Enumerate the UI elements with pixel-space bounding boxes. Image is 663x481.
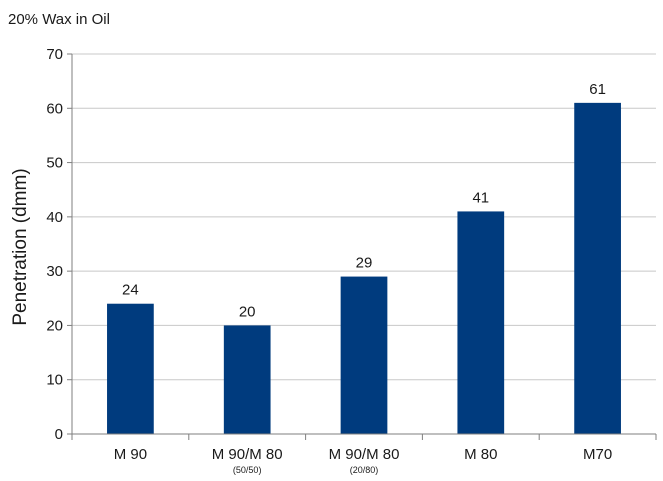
data-label: 61 (589, 81, 606, 98)
y-tick-label: 40 (46, 209, 63, 226)
chart-title: 20% Wax in Oil (8, 11, 110, 28)
x-category-label: M 80 (464, 446, 497, 463)
bar (107, 303, 154, 434)
y-tick-label: 50 (46, 155, 63, 172)
bar (340, 276, 388, 434)
x-category-sublabel: (20/80) (350, 465, 379, 475)
bar (574, 102, 621, 434)
data-label: 20 (239, 303, 256, 320)
data-label: 41 (472, 189, 489, 206)
y-axis-ticks: 0 10 20 30 40 50 60 70 (46, 46, 63, 443)
y-tick-label: 20 (46, 317, 63, 334)
axes (67, 53, 657, 440)
y-tick-label: 10 (46, 372, 63, 389)
y-tick-label: 30 (46, 263, 63, 280)
data-label: 24 (122, 282, 139, 299)
x-category-label: M 90/M 80 (329, 446, 400, 463)
x-category-sublabel: (50/50) (233, 465, 262, 475)
x-category-label: M 90/M 80 (212, 446, 283, 463)
y-axis-label: Penetration (dmm) (10, 168, 31, 325)
y-tick-label: 0 (55, 426, 63, 443)
data-labels: 24 20 29 41 61 (122, 81, 606, 321)
gridlines (72, 53, 656, 381)
data-label: 29 (356, 255, 373, 272)
y-tick-label: 60 (46, 100, 63, 117)
x-axis-categories: M 90 M 90/M 80 (50/50) M 90/M 80 (20/80) M 80… (114, 446, 612, 475)
bar (457, 211, 505, 434)
x-category-label: M 90 (114, 446, 147, 463)
x-category-label: M70 (583, 446, 612, 463)
y-tick-label: 70 (46, 46, 63, 63)
bar (223, 325, 271, 434)
bars (107, 102, 621, 434)
